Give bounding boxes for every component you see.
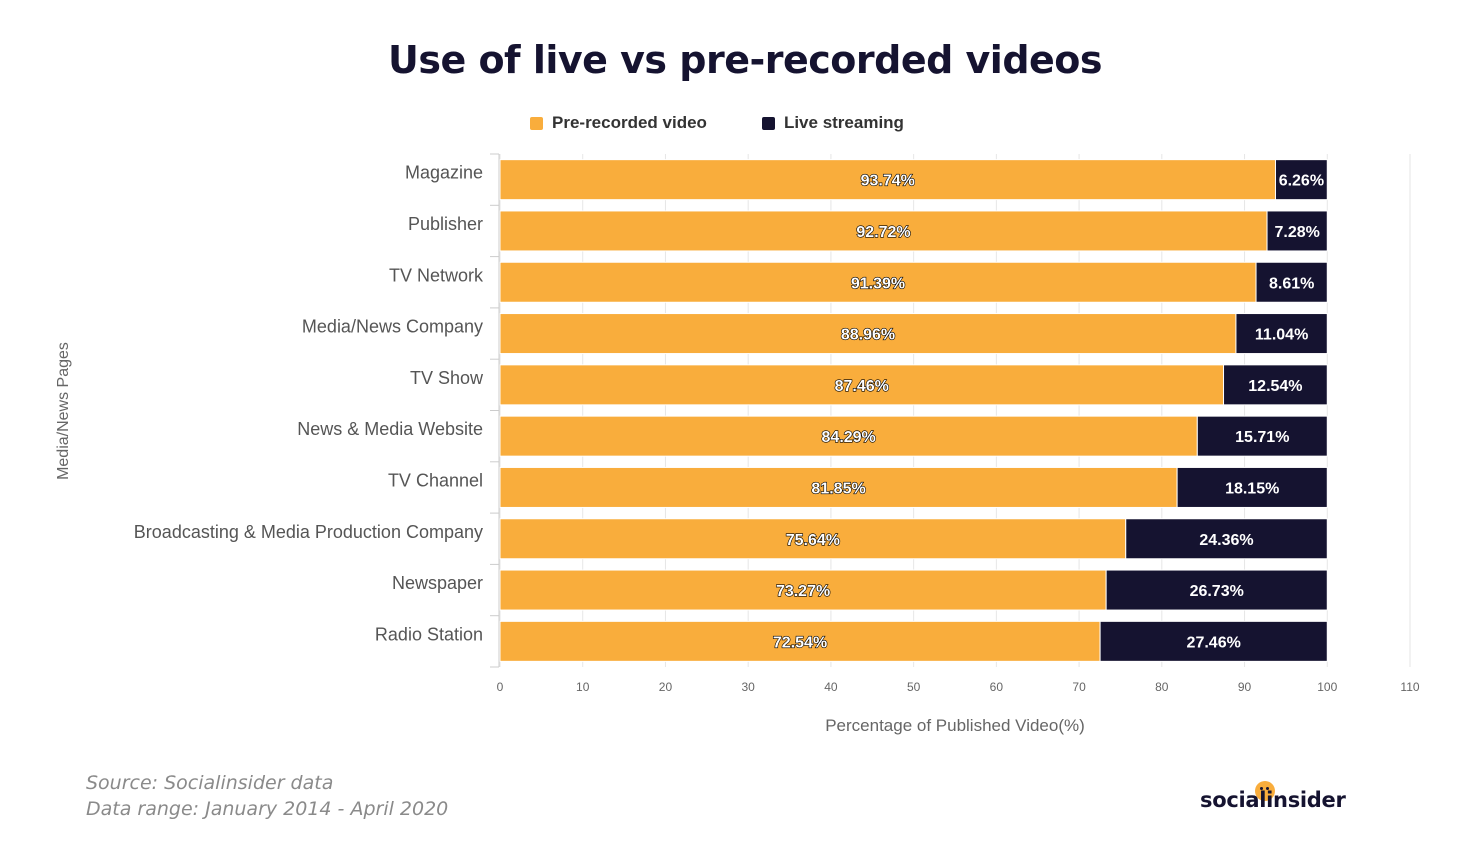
data-label-pre-recorded: 93.74% [861, 173, 915, 190]
bar-live-streaming [1196, 415, 1328, 457]
bar-live-streaming [1125, 518, 1328, 560]
category-label: Broadcasting & Media Production Company [134, 522, 483, 542]
category-label: TV Show [410, 368, 484, 388]
stacked-bar-chart: 0 10 20 30 40 50 60 70 80 90 100 110 93.74% 6.26% Maga… [55, 153, 1420, 735]
x-tick-label: 100 [1317, 680, 1337, 694]
bar-live-streaming [1176, 466, 1328, 508]
bar-pre-recorded [499, 159, 1276, 201]
legend-swatch-live-streaming [761, 116, 775, 130]
x-tick-label: 90 [1238, 680, 1252, 694]
bar-live-streaming [1266, 210, 1328, 252]
category-label: Publisher [408, 214, 483, 234]
source-text: Source: Socialinsider data [86, 772, 334, 794]
x-tick-label: 110 [1400, 680, 1419, 694]
category-label: Media/News Company [302, 317, 483, 337]
y-axis-title: Media/News Pages [55, 342, 72, 480]
x-tick-label: 30 [742, 680, 756, 694]
legend-item-live-streaming[interactable]: Live streaming [761, 113, 904, 133]
category-label: Newspaper [392, 573, 483, 593]
legend-item-pre-recorded[interactable]: Pre-recorded video [530, 113, 707, 133]
data-label-live-streaming: 12.54% [1248, 378, 1302, 395]
x-tick-label: 50 [907, 680, 921, 694]
bar-pre-recorded [499, 518, 1127, 560]
data-label-live-streaming: 8.61% [1269, 275, 1314, 292]
chart-title: Use of live vs pre-recorded videos [387, 38, 1103, 82]
bar-live-streaming [1105, 569, 1328, 611]
data-label-pre-recorded: 92.72% [856, 224, 910, 241]
data-label-live-streaming: 6.26% [1279, 173, 1324, 190]
data-label-pre-recorded: 75.64% [786, 532, 840, 549]
data-label-pre-recorded: 81.85% [811, 480, 865, 497]
category-label: Radio Station [375, 624, 483, 644]
data-label-live-streaming: 27.46% [1187, 634, 1241, 651]
data-range-text: Data range: January 2014 - April 2020 [86, 798, 449, 820]
bar-pre-recorded [499, 261, 1257, 303]
x-tick-label: 0 [497, 680, 504, 694]
legend-label-pre-recorded: Pre-recorded video [552, 113, 707, 132]
bar-pre-recorded [499, 364, 1225, 406]
category-label: News & Media Website [297, 419, 483, 439]
logo-text: socialinsider [1200, 788, 1346, 812]
x-tick-label: 80 [1155, 680, 1169, 694]
data-label-live-streaming: 15.71% [1235, 429, 1289, 446]
legend-label-live-streaming: Live streaming [783, 113, 904, 132]
bar-pre-recorded [499, 620, 1101, 662]
source-note: Source: Socialinsider data Data range: J… [86, 770, 448, 822]
data-label-pre-recorded: 87.46% [835, 378, 889, 395]
bar-pre-recorded [499, 466, 1178, 508]
data-label-live-streaming: 7.28% [1274, 224, 1319, 241]
x-tick-label: 20 [659, 680, 673, 694]
data-label-live-streaming: 26.73% [1190, 583, 1244, 600]
category-label: Magazine [405, 163, 483, 183]
bar-pre-recorded [499, 313, 1237, 355]
category-label: TV Channel [388, 470, 483, 490]
bar-live-streaming [1235, 313, 1328, 355]
chart-legend: Pre-recorded video Live streaming [530, 112, 959, 134]
bar-live-streaming [1274, 159, 1328, 201]
category-label: TV Network [389, 265, 484, 285]
bar-live-streaming [1099, 620, 1328, 662]
bar-live-streaming [1223, 364, 1328, 406]
x-tick-label: 40 [824, 680, 838, 694]
bar-live-streaming [1255, 261, 1328, 303]
data-label-pre-recorded: 91.39% [851, 275, 905, 292]
socialinsider-logo: socialinsider [1200, 778, 1360, 818]
data-label-pre-recorded: 73.27% [776, 583, 830, 600]
bar-pre-recorded [499, 569, 1107, 611]
data-label-live-streaming: 18.15% [1225, 480, 1279, 497]
x-axis-title: Percentage of Published Video(%) [825, 716, 1085, 735]
data-label-pre-recorded: 84.29% [822, 429, 876, 446]
data-label-pre-recorded: 88.96% [841, 327, 895, 344]
data-label-live-streaming: 11.04% [1255, 327, 1308, 344]
x-tick-label: 70 [1072, 680, 1086, 694]
x-tick-label: 60 [990, 680, 1004, 694]
logo-face-icon [1255, 781, 1275, 801]
x-tick-label: 10 [576, 680, 590, 694]
data-label-pre-recorded: 72.54% [773, 634, 827, 651]
legend-swatch-pre-recorded [530, 116, 543, 130]
data-label-live-streaming: 24.36% [1199, 532, 1253, 549]
bar-pre-recorded [499, 415, 1198, 457]
